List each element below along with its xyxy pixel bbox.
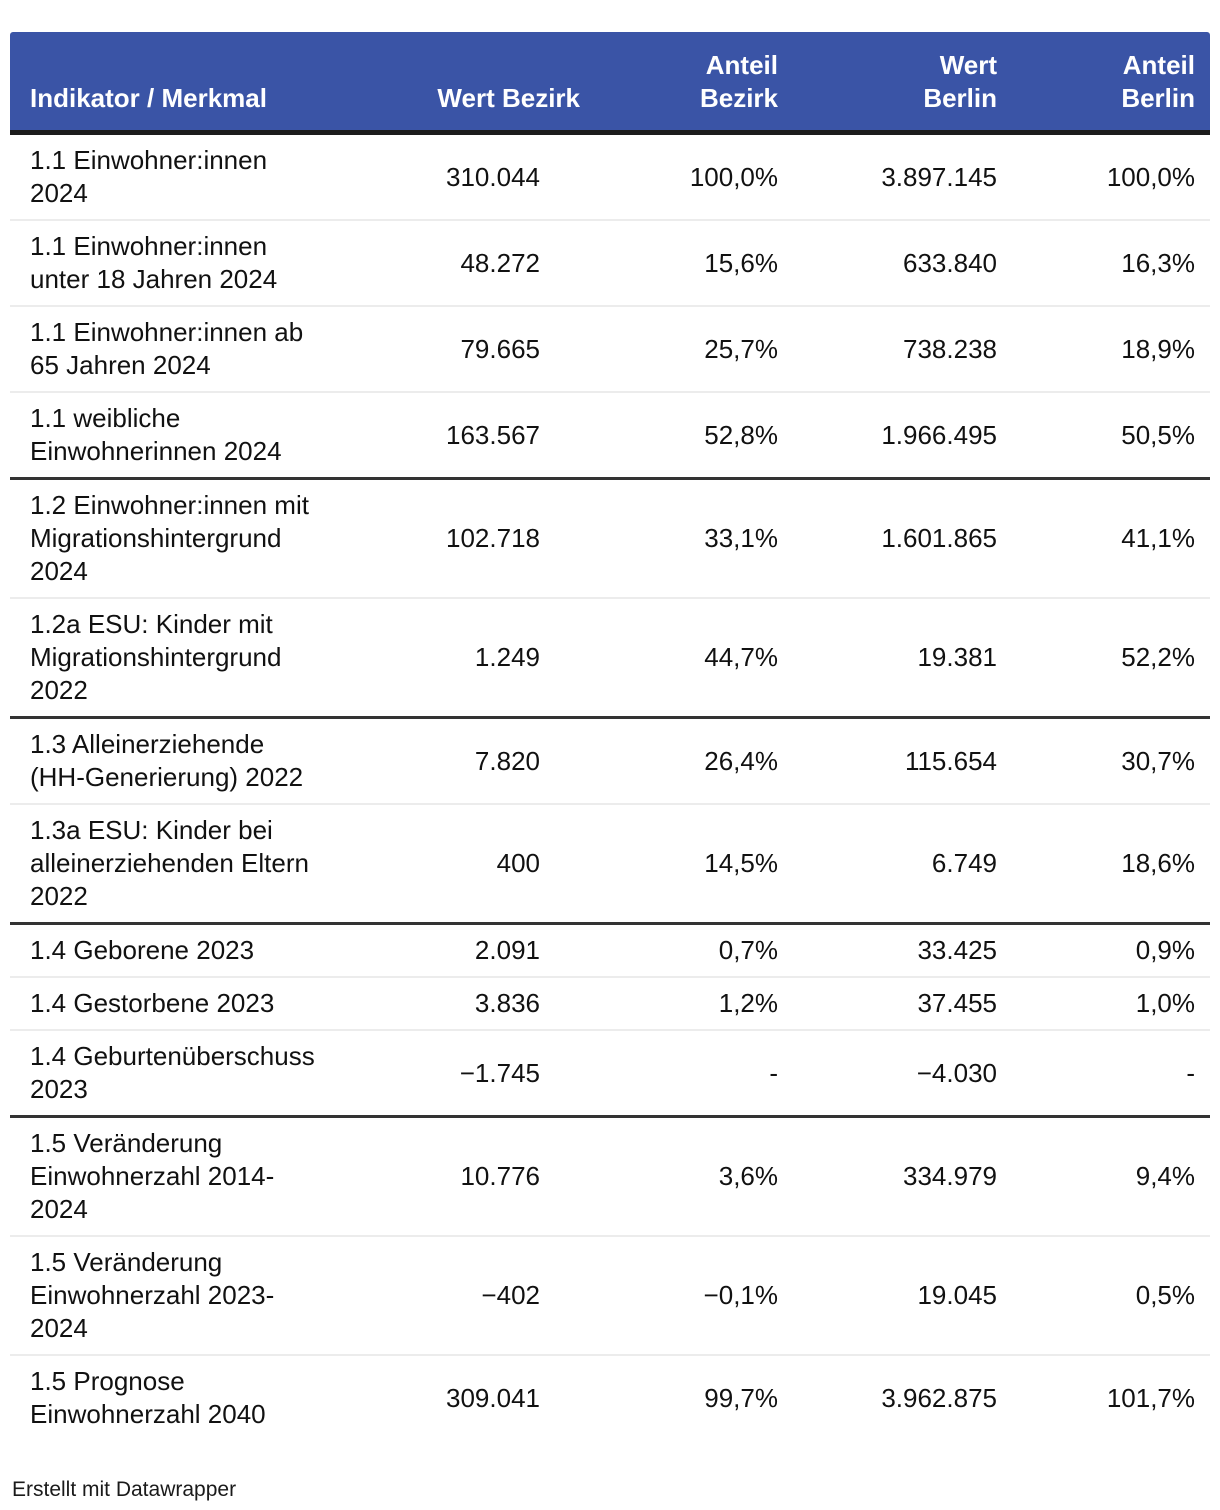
- value-cell: 18,9%: [997, 305, 1210, 392]
- value-cell: 25,7%: [580, 305, 780, 392]
- row-label: 1.1 Einwohner:innen 2024: [30, 145, 268, 208]
- value-cell: 16,3%: [997, 219, 1210, 306]
- column-header-wert-bezirk: Wert Bezirk: [330, 32, 580, 135]
- value-cell: 3.897.145: [881, 161, 997, 192]
- value-cell: 10.776: [330, 1115, 580, 1236]
- value-cell: −4.030: [780, 1029, 997, 1117]
- row-label: 1.3 Alleinerziehende (HH-Generierung) 20…: [10, 716, 330, 804]
- value-cell: 7.820: [330, 716, 580, 804]
- value-cell: 400: [330, 803, 580, 924]
- value-cell: 50,5%: [997, 391, 1210, 479]
- value-cell: 738.238: [780, 305, 997, 392]
- row-label: 1.5 Veränderung Einwohnerzahl 2014-2024: [10, 1115, 330, 1236]
- value-cell: 115.654: [780, 716, 997, 804]
- value-cell: 15,6%: [580, 219, 780, 306]
- table-row: 1.1 Einwohner:innen 2024 310.044 100,0% 3.8…: [10, 133, 1210, 221]
- table-row: 1.5 Veränderung Einwohnerzahl 2014-2024 1…: [10, 1115, 1210, 1236]
- column-header-anteil-berlin: Anteil Berlin: [997, 32, 1210, 135]
- value-cell: 79.665: [330, 305, 580, 392]
- value-cell: 2.091: [330, 922, 580, 977]
- value-cell: -: [580, 1029, 780, 1117]
- value-cell: 3.836: [330, 976, 580, 1030]
- table-row: 1.2a ESU: Kinder mit Migrationshintergru…: [10, 597, 1210, 718]
- datawrapper-table-page: Indikator / Merkmal Wert Bezirk Anteil B…: [10, 32, 1210, 1440]
- value-cell: 18,6%: [997, 803, 1210, 924]
- value-cell: 52,8%: [580, 391, 780, 479]
- value-cell: 101,7%: [997, 1354, 1210, 1440]
- table-row: 1.2 Einwohner:innen mit Migrationshinter…: [10, 477, 1210, 598]
- table-row: 1.1 Einwohner:innen ab 65 Jahren 2024 79.…: [10, 305, 1210, 392]
- row-label: 1.1 Einwohner:innen unter 18 Jahren 2024: [10, 219, 330, 306]
- value-cell: 0,9%: [997, 922, 1210, 977]
- column-header-wert-berlin: Wert Berlin: [780, 32, 997, 135]
- value-cell: 33.425: [780, 922, 997, 977]
- value-cell: 6.749: [780, 803, 997, 924]
- datawrapper-credit: Erstellt mit Datawrapper: [12, 1478, 237, 1501]
- value-cell: -: [997, 1029, 1210, 1117]
- table-row: 1.1 weibliche Einwohnerinnen 2024 163.567…: [10, 391, 1210, 479]
- value-cell: 26,4%: [580, 716, 780, 804]
- value-cell: 48.272: [330, 219, 580, 306]
- row-label: 1.2 Einwohner:innen mit Migrationshinter…: [10, 477, 330, 598]
- value-cell: 14,5%: [580, 803, 780, 924]
- value-cell: 1.249: [330, 597, 580, 718]
- table-row: 1.5 Prognose Einwohnerzahl 2040 309.041 99…: [10, 1354, 1210, 1440]
- table-row: 1.4 Geburtenüberschuss 2023 −1.745- −4.030…: [10, 1029, 1210, 1117]
- value-cell: −1.745: [330, 1029, 580, 1117]
- row-label: 1.4 Gestorbene 2023: [10, 976, 330, 1030]
- value-cell: 37.455: [780, 976, 997, 1030]
- table-row: 1.1 Einwohner:innen unter 18 Jahren 2024…: [10, 219, 1210, 306]
- value-cell: 1,2%: [580, 976, 780, 1030]
- table-row: 1.4 Geborene 2023 2.091 0,7% 33.425 0,9%: [10, 922, 1210, 977]
- row-label: 1.5 Veränderung Einwohnerzahl 2023-2024: [10, 1235, 330, 1355]
- value-cell: 99,7%: [580, 1354, 780, 1440]
- value-cell: 334.979: [780, 1115, 997, 1236]
- table-row: 1.3a ESU: Kinder bei alleinerziehenden E…: [10, 803, 1210, 924]
- value-cell: 3.962.875: [780, 1354, 997, 1440]
- row-label: 1.4 Geburtenüberschuss 2023: [10, 1029, 330, 1117]
- table-row: 1.5 Veränderung Einwohnerzahl 2023-2024−…: [10, 1235, 1210, 1355]
- header-row: Indikator / Merkmal Wert Bezirk Anteil B…: [10, 32, 1210, 135]
- value-cell: 100,0%: [689, 161, 778, 192]
- value-cell: 9,4%: [997, 1115, 1210, 1236]
- table-body: 1.1 Einwohner:innen 2024 310.044 100,0% 3.8…: [10, 133, 1210, 1440]
- value-cell: 19.045: [780, 1235, 997, 1355]
- value-cell: 0,7%: [580, 922, 780, 977]
- column-header-anteil-bezirk: Anteil Bezirk: [580, 32, 780, 135]
- table-row: 1.3 Alleinerziehende (HH-Generierung) 20…: [10, 716, 1210, 804]
- table-row: 1.4 Gestorbene 2023 3.836 1,2% 37.455 1,0%: [10, 976, 1210, 1030]
- value-cell: 0,5%: [997, 1235, 1210, 1355]
- value-cell: 3,6%: [580, 1115, 780, 1236]
- row-label: 1.4 Geborene 2023: [10, 922, 330, 977]
- statistics-table: Indikator / Merkmal Wert Bezirk Anteil B…: [10, 32, 1210, 1440]
- value-cell: 52,2%: [997, 597, 1210, 718]
- value-cell: 100,0%: [1106, 161, 1195, 192]
- value-cell: −402: [330, 1235, 580, 1355]
- value-cell: 102.718: [330, 477, 580, 598]
- row-label: 1.3a ESU: Kinder bei alleinerziehenden E…: [10, 803, 330, 924]
- value-cell: −0,1%: [580, 1235, 780, 1355]
- value-cell: 30,7%: [997, 716, 1210, 804]
- value-cell: 1.966.495: [780, 391, 997, 479]
- table-header: Indikator / Merkmal Wert Bezirk Anteil B…: [10, 32, 1210, 135]
- row-label: 1.2a ESU: Kinder mit Migrationshintergru…: [10, 597, 330, 718]
- value-cell: 633.840: [780, 219, 997, 306]
- value-cell: 41,1%: [997, 477, 1210, 598]
- column-header-indikator-merkmal: Indikator / Merkmal: [10, 32, 330, 135]
- value-cell: 44,7%: [580, 597, 780, 718]
- value-cell: 33,1%: [580, 477, 780, 598]
- row-label: 1.1 Einwohner:innen ab 65 Jahren 2024: [10, 305, 330, 392]
- value-cell: 163.567: [330, 391, 580, 479]
- row-label: 1.1 weibliche Einwohnerinnen 2024: [10, 391, 330, 479]
- row-label: 1.5 Prognose Einwohnerzahl 2040: [10, 1354, 330, 1440]
- value-cell: 1.601.865: [780, 477, 997, 598]
- value-cell: 1,0%: [997, 976, 1210, 1030]
- value-cell: 309.041: [330, 1354, 580, 1440]
- value-cell: 310.044: [446, 161, 540, 192]
- value-cell: 19.381: [780, 597, 997, 718]
